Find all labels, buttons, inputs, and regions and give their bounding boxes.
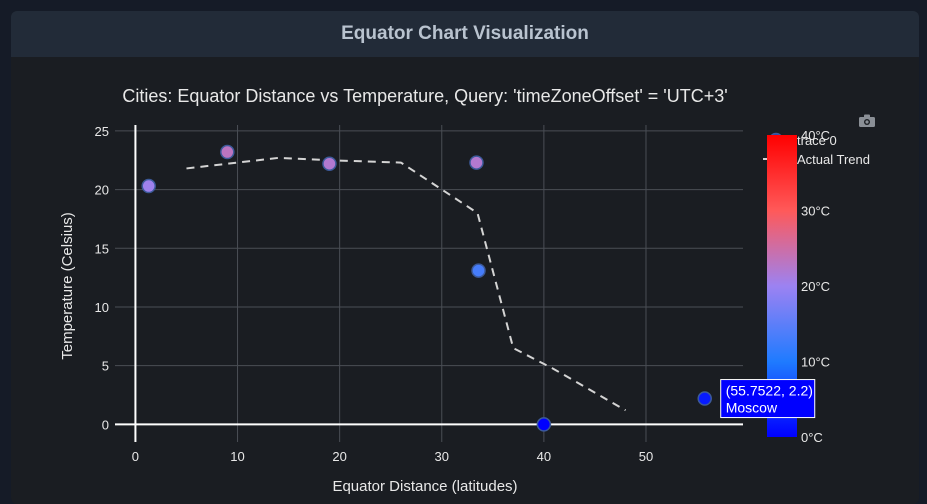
hover-tooltip: (55.7522, 2.2) Moscow bbox=[720, 379, 816, 419]
colorbar-tick-label: 40°C bbox=[801, 128, 830, 143]
colorbar-tick-label: 20°C bbox=[801, 279, 830, 294]
header-title: Equator Chart Visualization bbox=[341, 23, 589, 44]
x-tick-label: 0 bbox=[132, 449, 139, 464]
camera-icon[interactable] bbox=[859, 114, 875, 128]
legend-label-trend: Actual Trend bbox=[797, 152, 870, 167]
data-point bbox=[469, 155, 484, 170]
y-tick-label: 20 bbox=[95, 183, 109, 198]
x-axis-label: Equator Distance (latitudes) bbox=[332, 478, 517, 495]
data-point bbox=[697, 391, 712, 406]
chart-title: Cities: Equator Distance vs Temperature,… bbox=[122, 86, 727, 106]
tooltip-city: Moscow bbox=[726, 400, 778, 416]
trend-polyline bbox=[186, 156, 627, 412]
x-tick-label: 40 bbox=[537, 449, 551, 464]
chart-card: Equator Chart Visualization Cities: Equa… bbox=[11, 11, 919, 504]
y-tick-label: 0 bbox=[102, 417, 109, 432]
data-point bbox=[322, 156, 337, 171]
x-tick-label: 30 bbox=[435, 449, 449, 464]
x-tick-label: 20 bbox=[332, 449, 346, 464]
scatter-points bbox=[141, 144, 712, 432]
data-point bbox=[220, 144, 235, 160]
colorbar-tick-label: 30°C bbox=[801, 204, 830, 219]
axes bbox=[115, 125, 743, 442]
y-tick-label: 10 bbox=[95, 300, 109, 315]
y-tick-label: 15 bbox=[95, 241, 109, 256]
x-tick-label: 50 bbox=[639, 449, 653, 464]
y-tick-label: 5 bbox=[102, 359, 109, 374]
y-axis-label: Temperature (Celsius) bbox=[59, 212, 76, 360]
legend-label-trace0: trace 0 bbox=[797, 133, 837, 148]
scatter-chart: Cities: Equator Distance vs Temperature,… bbox=[59, 86, 875, 495]
x-tick-label: 10 bbox=[230, 449, 244, 464]
colorbar-tick-label: 0°C bbox=[801, 430, 823, 445]
data-point bbox=[141, 178, 156, 194]
data-point bbox=[536, 417, 552, 432]
grid-lines bbox=[115, 125, 743, 442]
card-header: Equator Chart Visualization bbox=[11, 11, 919, 57]
colorbar-tick-label: 10°C bbox=[801, 355, 830, 370]
tick-labels: 0 10 20 30 40 50 0 5 10 15 20 25 bbox=[95, 124, 654, 464]
trend-line bbox=[186, 156, 627, 412]
y-tick-label: 25 bbox=[95, 124, 109, 139]
tooltip-box bbox=[720, 379, 816, 419]
data-point bbox=[471, 263, 486, 278]
tooltip-coords: (55.7522, 2.2) bbox=[726, 383, 813, 399]
